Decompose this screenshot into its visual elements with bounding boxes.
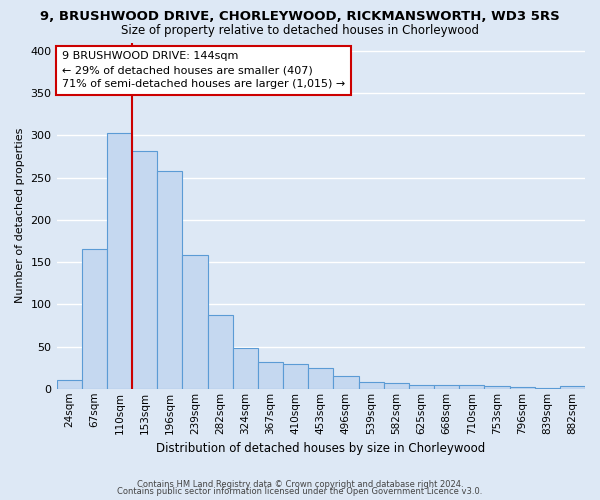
Bar [459,386,484,389]
Bar [359,382,383,389]
Bar [132,152,157,389]
Bar [308,368,334,389]
X-axis label: Distribution of detached houses by size in Chorleywood: Distribution of detached houses by size … [156,442,485,455]
Bar [82,250,107,389]
Bar [157,171,182,389]
Bar [107,133,132,389]
Text: 9 BRUSHWOOD DRIVE: 144sqm
← 29% of detached houses are smaller (407)
71% of semi: 9 BRUSHWOOD DRIVE: 144sqm ← 29% of detac… [62,51,345,89]
Bar [283,364,308,389]
Bar [560,386,585,389]
Text: 9, BRUSHWOOD DRIVE, CHORLEYWOOD, RICKMANSWORTH, WD3 5RS: 9, BRUSHWOOD DRIVE, CHORLEYWOOD, RICKMAN… [40,10,560,23]
Text: Contains public sector information licensed under the Open Government Licence v3: Contains public sector information licen… [118,487,482,496]
Text: Contains HM Land Registry data © Crown copyright and database right 2024.: Contains HM Land Registry data © Crown c… [137,480,463,489]
Text: Size of property relative to detached houses in Chorleywood: Size of property relative to detached ho… [121,24,479,37]
Bar [56,380,82,389]
Bar [484,386,509,389]
Y-axis label: Number of detached properties: Number of detached properties [15,128,25,304]
Bar [258,362,283,389]
Bar [535,388,560,389]
Bar [233,348,258,389]
Bar [208,316,233,389]
Bar [434,384,459,389]
Bar [334,376,359,389]
Bar [182,256,208,389]
Bar [509,387,535,389]
Bar [409,384,434,389]
Bar [383,383,409,389]
